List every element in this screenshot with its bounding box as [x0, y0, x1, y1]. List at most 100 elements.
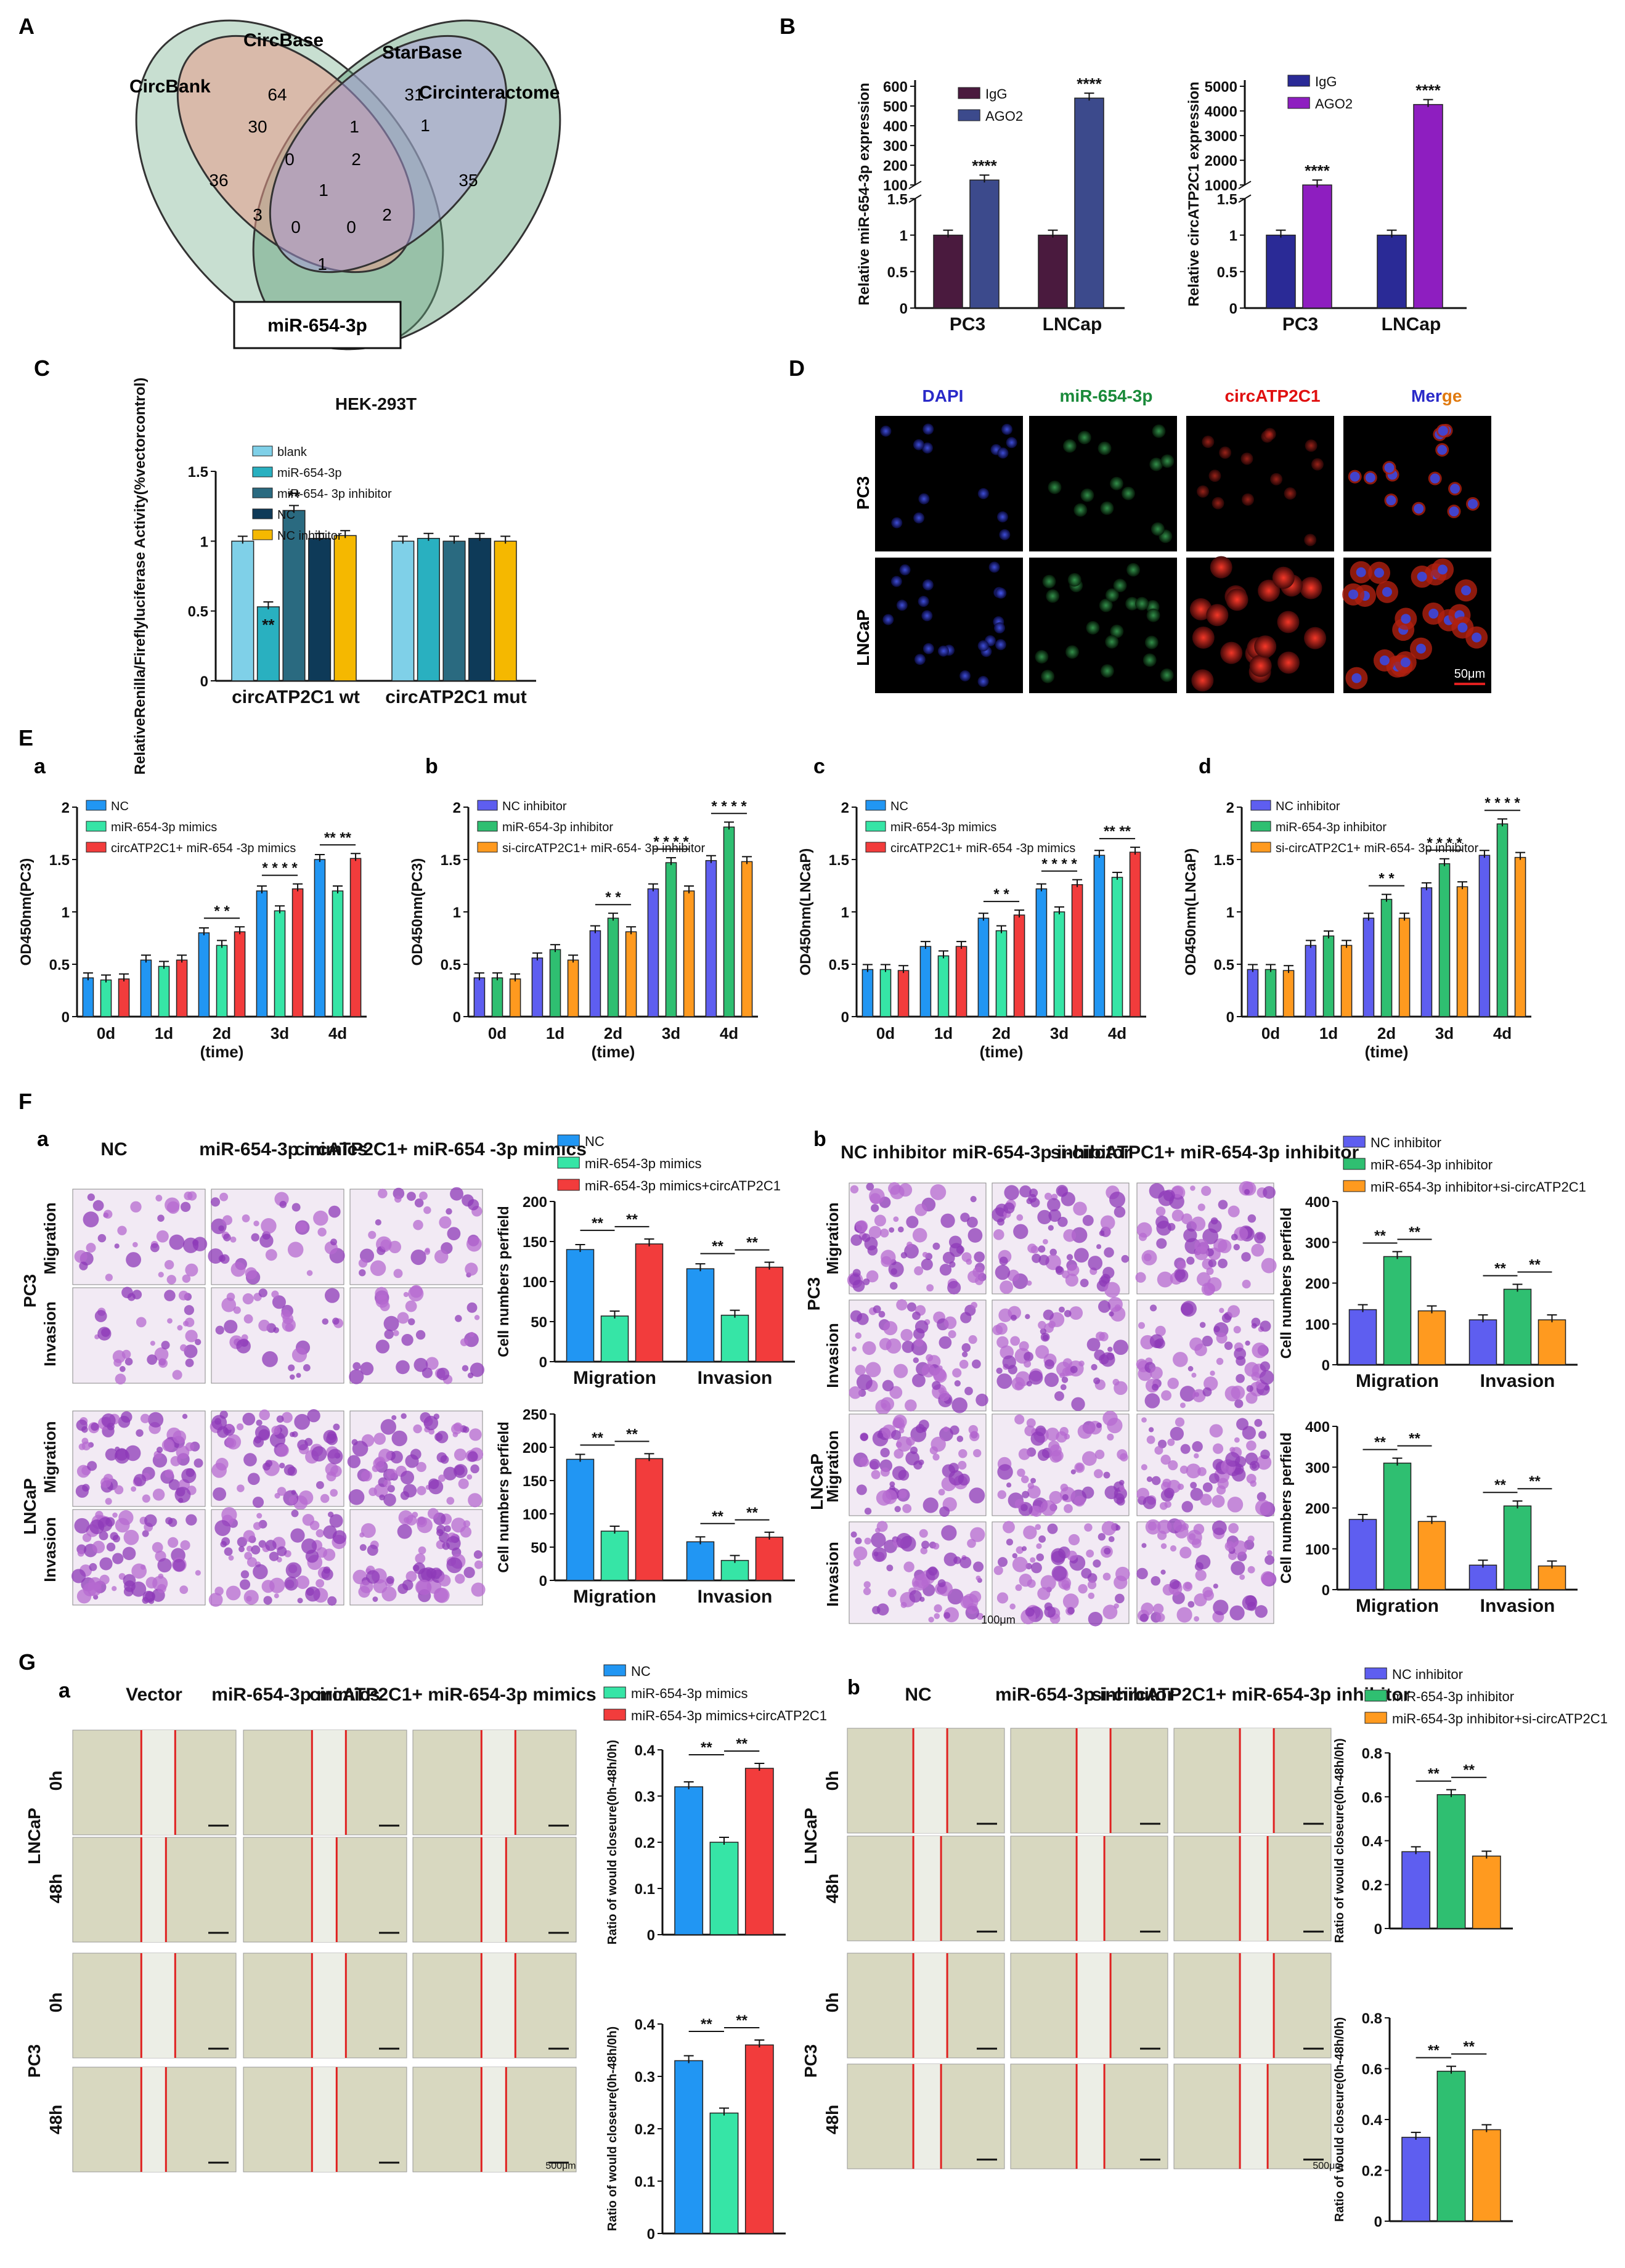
significance-mark: **: [1494, 1477, 1506, 1494]
legend-entry: NC inhibitor: [1276, 800, 1340, 813]
cell-mark: [1195, 1555, 1211, 1570]
cell-mark: [855, 1365, 866, 1376]
cell-mark: [290, 1528, 305, 1543]
cell-mark: [888, 1261, 904, 1277]
cell-mark: [869, 1458, 881, 1470]
cell-mark: [1054, 1391, 1064, 1401]
legend-swatch: [865, 800, 886, 811]
cell-mark: [105, 1274, 113, 1282]
cell-mark: [973, 1561, 984, 1572]
y-tick-label: 1.5: [1214, 852, 1234, 869]
bar: [683, 890, 695, 1017]
cell-mark: [313, 1210, 328, 1226]
cell-mark: [1196, 485, 1209, 498]
bar: [473, 977, 486, 1017]
cell-mark: [934, 1613, 940, 1619]
cell-mark: [466, 1474, 473, 1480]
cell-mark: [208, 1593, 223, 1607]
cell-mark: [1216, 1332, 1228, 1344]
bar: [333, 535, 357, 681]
cell-mark: [446, 1536, 461, 1551]
y-tick-label: 1.5: [1217, 191, 1237, 208]
cell-mark: [1150, 1304, 1157, 1312]
cell-mark: [995, 639, 1006, 651]
cell-mark: [863, 1587, 871, 1595]
cell-mark: [1151, 1575, 1161, 1586]
cell-mark: [992, 1207, 1007, 1222]
bar: [158, 965, 170, 1017]
cell-mark: [473, 1550, 483, 1559]
nucleus-mark: [1384, 463, 1395, 473]
cell-mark: [1043, 1238, 1048, 1245]
cell-mark: [939, 1336, 952, 1349]
cell-mark: [1019, 1185, 1032, 1198]
y-tick-label: 0.2: [1362, 2163, 1382, 2180]
cell-mark: [1233, 1243, 1240, 1251]
significance-mark: **: [1529, 1473, 1541, 1490]
cell-mark: [443, 1466, 457, 1481]
cell-mark: [1012, 1556, 1028, 1572]
cell-mark: [180, 1344, 187, 1352]
cell-mark: [287, 1466, 297, 1476]
legend-entry: miR-654-3p inhibitor: [1370, 1157, 1493, 1173]
cell-mark: [1109, 1192, 1126, 1208]
stain-tile: [211, 1287, 344, 1384]
cell-mark: [1229, 1447, 1236, 1453]
bar: [1398, 917, 1411, 1017]
scale-label-d: 50μm: [1454, 667, 1485, 681]
cell-mark: [454, 1449, 466, 1461]
y-tick-label: 0.5: [1217, 264, 1237, 281]
cell-mark: [471, 1582, 486, 1597]
cell-mark: [291, 1490, 296, 1495]
cell-mark: [1247, 1566, 1255, 1574]
cell-mark: [894, 1449, 904, 1459]
bar: [977, 917, 990, 1017]
cell-mark: [1189, 1533, 1196, 1540]
cell-mark: [1032, 1253, 1041, 1263]
cell-mark: [967, 1538, 976, 1548]
cell-mark: [1016, 1214, 1024, 1221]
cell-mark: [282, 1313, 294, 1325]
stain-tile: [72, 1410, 206, 1507]
cell-mark: [388, 1240, 402, 1254]
y-tick-label: 300: [1305, 1460, 1330, 1476]
nucleus-mark: [1351, 673, 1362, 683]
cell-mark: [1093, 1377, 1101, 1384]
cell-mark: [1181, 1213, 1192, 1225]
cell-mark: [881, 1250, 896, 1265]
row-label: LNCaP: [801, 1808, 820, 1864]
cell-mark: [439, 1216, 452, 1229]
cell-mark: [906, 1216, 919, 1229]
bar: [1472, 1855, 1501, 1929]
cell-mark: [1044, 1359, 1054, 1370]
legend-entry: miR-654-3p mimics: [111, 821, 217, 834]
bar: [1302, 184, 1332, 309]
cell-mark: [252, 1497, 264, 1508]
cell-mark: [1060, 1384, 1067, 1391]
channel-label-circ: circATP2C1: [1224, 386, 1320, 405]
legend-entry: NC: [585, 1134, 605, 1149]
cell-mark: [1167, 1438, 1175, 1446]
cell-mark: [223, 1234, 231, 1242]
cell-mark: [436, 1367, 450, 1381]
cell-mark: [1155, 1206, 1166, 1216]
nucleus-mark: [1449, 506, 1459, 517]
cell-mark: [1073, 1201, 1087, 1216]
cell-mark: [1236, 1356, 1246, 1366]
cell-mark: [1228, 1522, 1239, 1534]
legend-entry: miR-654-3p: [277, 466, 341, 480]
legend-swatch: [477, 821, 498, 832]
cell-mark: [911, 1574, 928, 1591]
cell-mark: [1142, 1496, 1157, 1510]
cell-mark: [914, 1320, 929, 1334]
bar: [82, 977, 94, 1017]
cell-mark: [147, 1354, 158, 1365]
cell-mark: [1155, 1325, 1166, 1336]
cell-mark: [1094, 1469, 1103, 1479]
significance-mark: * *: [605, 889, 621, 906]
x-tick-label: Migration: [573, 1368, 656, 1388]
significance-mark: **: [592, 1215, 603, 1232]
cell-mark: [121, 1411, 132, 1423]
cell-mark: [105, 1448, 118, 1461]
cell-mark: [1255, 1499, 1271, 1516]
